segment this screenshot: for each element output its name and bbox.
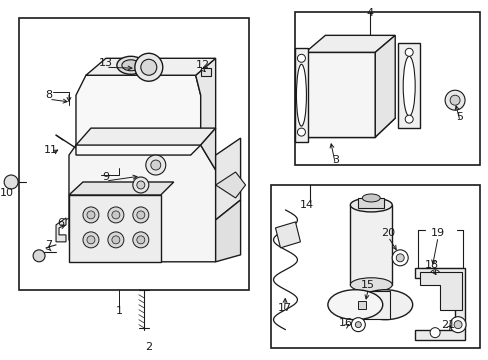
Circle shape <box>355 322 361 328</box>
Circle shape <box>405 115 412 123</box>
Text: 21: 21 <box>440 320 454 330</box>
Polygon shape <box>374 35 394 137</box>
Text: 12: 12 <box>195 60 209 70</box>
Circle shape <box>141 59 157 75</box>
Polygon shape <box>215 138 240 220</box>
Circle shape <box>112 211 120 219</box>
Bar <box>295 12 479 165</box>
Ellipse shape <box>357 290 412 320</box>
Circle shape <box>395 254 404 262</box>
Circle shape <box>150 160 161 170</box>
Circle shape <box>297 128 305 136</box>
Bar <box>305 52 374 137</box>
Circle shape <box>87 236 95 244</box>
Circle shape <box>350 318 365 332</box>
Polygon shape <box>200 128 215 170</box>
Ellipse shape <box>403 56 414 116</box>
Circle shape <box>429 328 439 338</box>
Circle shape <box>137 236 144 244</box>
Text: 17: 17 <box>277 303 291 313</box>
Polygon shape <box>56 218 66 242</box>
Ellipse shape <box>122 60 140 71</box>
Text: 6: 6 <box>58 218 64 228</box>
Circle shape <box>83 207 99 223</box>
Bar <box>358 301 366 309</box>
Bar <box>270 185 479 348</box>
Polygon shape <box>215 172 245 198</box>
Text: 8: 8 <box>45 90 53 100</box>
Text: 9: 9 <box>102 172 109 182</box>
Circle shape <box>429 270 439 280</box>
Polygon shape <box>419 272 461 310</box>
Circle shape <box>449 95 459 105</box>
Text: 7: 7 <box>45 240 53 250</box>
Circle shape <box>133 207 148 223</box>
Circle shape <box>145 155 165 175</box>
Ellipse shape <box>327 290 382 320</box>
Circle shape <box>453 321 461 329</box>
Polygon shape <box>69 195 161 262</box>
Circle shape <box>112 236 120 244</box>
Ellipse shape <box>349 198 391 212</box>
Text: 2: 2 <box>145 342 152 352</box>
Text: 4: 4 <box>366 8 373 18</box>
Polygon shape <box>76 128 215 145</box>
Polygon shape <box>295 48 308 142</box>
Circle shape <box>297 54 305 62</box>
Polygon shape <box>397 43 419 128</box>
Ellipse shape <box>349 278 391 292</box>
Text: 1: 1 <box>115 306 122 316</box>
Polygon shape <box>195 58 215 145</box>
Text: 13: 13 <box>99 58 113 68</box>
Polygon shape <box>76 75 200 155</box>
Circle shape <box>108 207 123 223</box>
Text: 3: 3 <box>331 155 338 165</box>
Text: 11: 11 <box>44 145 58 155</box>
Circle shape <box>391 250 407 266</box>
Circle shape <box>133 232 148 248</box>
Text: 18: 18 <box>424 260 438 270</box>
Circle shape <box>137 211 144 219</box>
Bar <box>349 205 391 285</box>
Circle shape <box>449 317 465 333</box>
Ellipse shape <box>117 56 144 74</box>
Ellipse shape <box>296 64 306 126</box>
Circle shape <box>135 53 163 81</box>
Text: 15: 15 <box>361 280 374 290</box>
Polygon shape <box>305 35 394 52</box>
Circle shape <box>137 181 144 189</box>
Circle shape <box>133 177 148 193</box>
Polygon shape <box>69 145 215 262</box>
Text: 14: 14 <box>299 200 313 210</box>
Polygon shape <box>275 222 300 248</box>
Bar <box>349 291 389 319</box>
Polygon shape <box>69 182 173 195</box>
Circle shape <box>405 48 412 56</box>
Circle shape <box>108 232 123 248</box>
Circle shape <box>83 232 99 248</box>
Polygon shape <box>215 200 240 262</box>
Polygon shape <box>414 268 464 339</box>
Text: 20: 20 <box>381 228 394 238</box>
Circle shape <box>87 211 95 219</box>
Bar <box>358 198 384 208</box>
Circle shape <box>33 250 45 262</box>
Text: 5: 5 <box>456 112 463 122</box>
Bar <box>19 18 248 290</box>
Text: 19: 19 <box>430 228 444 238</box>
Polygon shape <box>86 58 215 75</box>
Circle shape <box>444 90 464 110</box>
Bar <box>200 68 210 76</box>
Ellipse shape <box>362 194 380 202</box>
Text: 10: 10 <box>0 188 14 198</box>
Text: 16: 16 <box>338 318 352 328</box>
Circle shape <box>4 175 18 189</box>
